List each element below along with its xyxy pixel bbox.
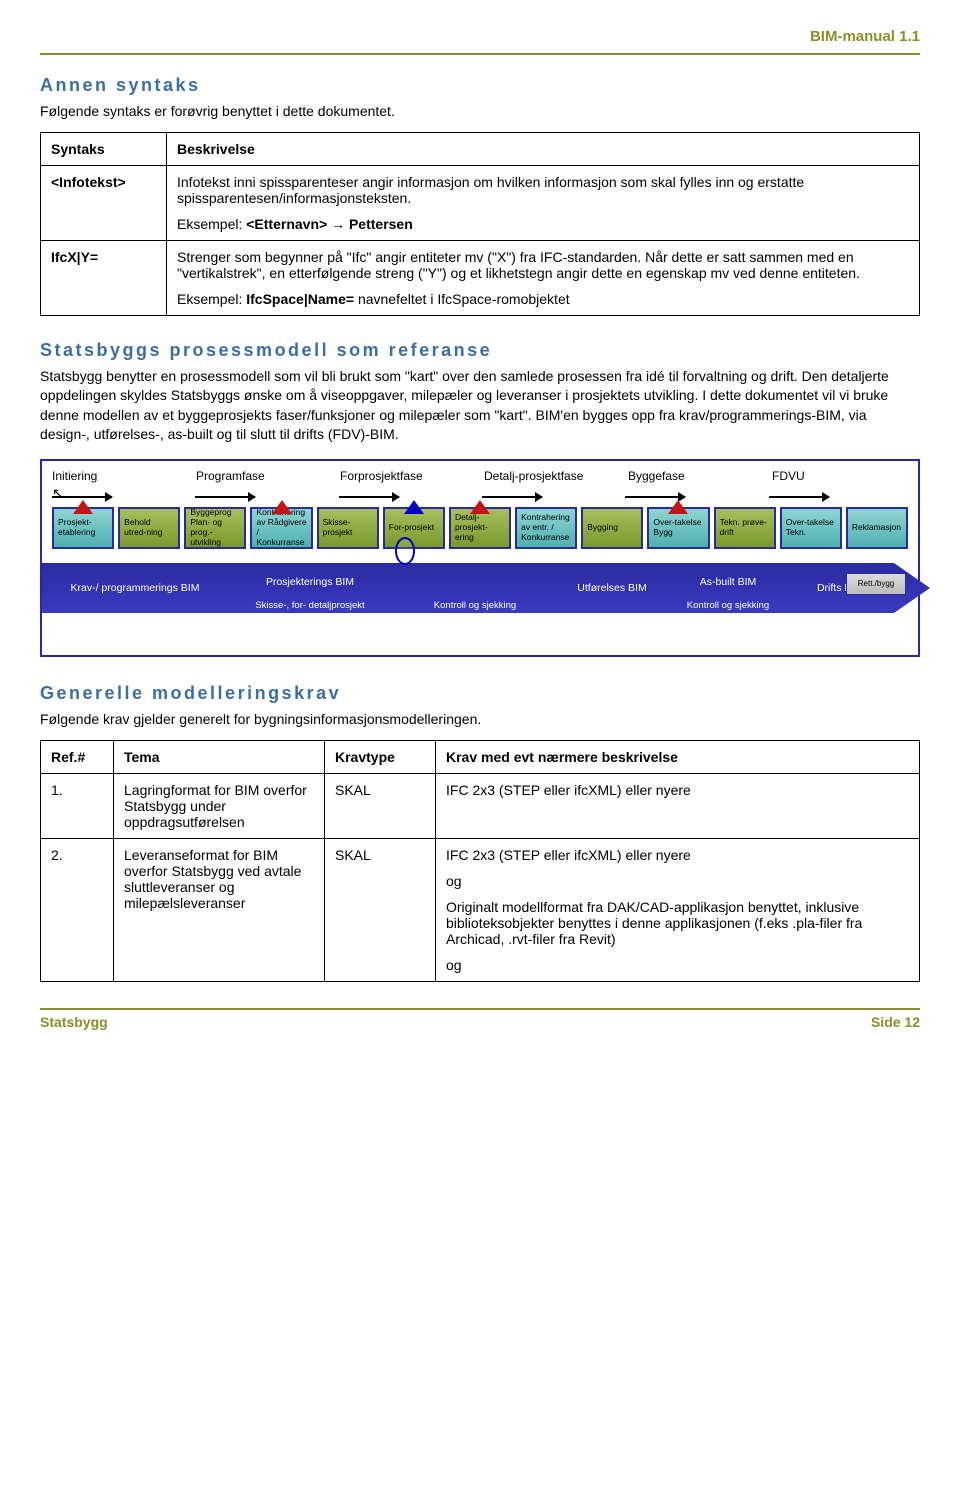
footer-rule [40, 1008, 920, 1010]
syntax-col1: Syntaks [41, 132, 167, 165]
phase-row: InitieringProgramfaseForprosjektfaseDeta… [48, 467, 912, 483]
req-col-tema: Tema [114, 740, 325, 773]
process-box: Skisse-prosjekt [317, 507, 379, 549]
phase-arrow [769, 485, 912, 501]
req-col-ref: Ref.# [41, 740, 114, 773]
syntax-table: Syntaks Beskrivelse <Infotekst> Infoteks… [40, 132, 920, 316]
syntax-r2-ex-label: Eksempel: [177, 291, 246, 307]
phase-arrow [52, 485, 195, 501]
process-box: Bygging [581, 507, 643, 549]
rett-box: Rett./bygg [846, 573, 906, 595]
req-r1-ref: 1. [41, 773, 114, 838]
bim-segment: Kontroll og sjekking [220, 585, 400, 631]
phase-label: Detalj-prosjektfase [480, 469, 624, 483]
syntax-col2: Beskrivelse [167, 132, 920, 165]
phase-label: FDVU [768, 469, 912, 483]
req-r2-type: SKAL [325, 838, 436, 981]
milestone-triangle [470, 500, 490, 514]
process-box: Byggeprog Plan- og prog.-utvikling [184, 507, 246, 549]
milestone-triangle [73, 500, 93, 514]
milestone-triangle [272, 500, 292, 514]
bim-segment: Kontroll og sjekking [400, 565, 550, 611]
process-box: For-prosjekt [383, 507, 445, 549]
phase-label: Initiering [48, 469, 192, 483]
req-r1-type: SKAL [325, 773, 436, 838]
doc-header-title: BIM-manual 1.1 [40, 28, 920, 45]
bim-segment: Utførelses BIM [552, 565, 672, 611]
syntax-r2-body: Strenger som begynner på "Ifc" angir ent… [167, 240, 920, 315]
syntax-r2-ex-bold: IfcSpace|Name= [246, 291, 354, 307]
phase-arrow [625, 485, 768, 501]
req-r2-krav: IFC 2x3 (STEP eller ifcXML) eller nyere … [436, 838, 920, 981]
process-box: Over-takelse Bygg [647, 507, 709, 549]
req-r1-tema: Lagringformat for BIM overfor Statsbygg … [114, 773, 325, 838]
process-box: Kontrahering av entr. / Konkurranse [515, 507, 577, 549]
footer: Statsbygg Side 12 [40, 1014, 920, 1030]
phase-label: Forprosjektfase [336, 469, 480, 483]
bim-segment: Krav-/ programmerings BIM [50, 565, 220, 611]
req-r1-krav: IFC 2x3 (STEP eller ifcXML) eller nyere [436, 773, 920, 838]
milestone-triangle [404, 500, 424, 514]
footer-right: Side 12 [871, 1014, 920, 1030]
phase-arrow [195, 485, 338, 501]
syntax-r1-text: Infotekst inni spissparenteser angir inf… [177, 174, 804, 206]
boxes-row: Prosjekt-etableringBehold utred-ningBygg… [48, 507, 912, 549]
req-r2-p1: IFC 2x3 (STEP eller ifcXML) eller nyere [446, 847, 909, 863]
syntax-r2-text: Strenger som begynner på "Ifc" angir ent… [177, 249, 860, 281]
milestone-triangle [668, 500, 688, 514]
req-r2-og1: og [446, 873, 909, 889]
section2-title: Statsbyggs prosessmodell som referanse [40, 340, 920, 361]
cursor-icon: ↖ [52, 485, 64, 502]
req-r2-p2: Originalt modellformat fra DAK/CAD-appli… [446, 899, 909, 947]
syntax-r1-ex-bold: <Etternavn> → Pettersen [246, 216, 413, 232]
req-r2-tema: Leveranseformat for BIM overfor Statsbyg… [114, 838, 325, 981]
syntax-r1-body: Infotekst inni spissparenteser angir inf… [167, 165, 920, 240]
highlight-ellipse [395, 537, 415, 565]
process-box: Kontrahering av Rådgivere / Konkurranse [250, 507, 312, 549]
phase-label: Programfase [192, 469, 336, 483]
process-box: Prosjekt-etablering [52, 507, 114, 549]
syntax-r1-label: <Infotekst> [41, 165, 167, 240]
process-diagram: InitieringProgramfaseForprosjektfaseDeta… [40, 459, 920, 657]
syntax-r2-ex-rest: navnefeltet i IfcSpace-romobjektet [354, 291, 570, 307]
section3-title: Generelle modelleringskrav [40, 683, 920, 704]
req-col-krav: Krav med evt nærmere beskrivelse [436, 740, 920, 773]
req-col-type: Kravtype [325, 740, 436, 773]
req-r2-og2: og [446, 957, 909, 973]
process-box: Behold utred-ning [118, 507, 180, 549]
process-box: Tekn. prøve-drift [714, 507, 776, 549]
phase-label: Byggefase [624, 469, 768, 483]
header-rule [40, 53, 920, 55]
phase-arrow [339, 485, 482, 501]
process-box: Reklamasjon [846, 507, 908, 549]
process-box: Detalj-prosjekt-ering [449, 507, 511, 549]
table-row: 1. Lagringformat for BIM overfor Statsby… [41, 773, 920, 838]
section3-intro: Følgende krav gjelder generelt for bygni… [40, 710, 920, 730]
req-r2-ref: 2. [41, 838, 114, 981]
bim-segment: As-built BIMKontroll og sjekking [674, 565, 782, 611]
section2-body: Statsbygg benytter en prosessmodell som … [40, 367, 920, 445]
syntax-r2-label: IfcX|Y= [41, 240, 167, 315]
section1-title: Annen syntaks [40, 75, 920, 96]
footer-left: Statsbygg [40, 1014, 108, 1030]
syntax-r1-ex-label: Eksempel: [177, 216, 246, 232]
requirements-table: Ref.# Tema Kravtype Krav med evt nærmere… [40, 740, 920, 982]
process-box: Over-takelse Tekn. [780, 507, 842, 549]
section1-intro: Følgende syntaks er forøvrig benyttet i … [40, 102, 920, 122]
table-row: 2. Leveranseformat for BIM overfor Stats… [41, 838, 920, 981]
phase-arrow [482, 485, 625, 501]
